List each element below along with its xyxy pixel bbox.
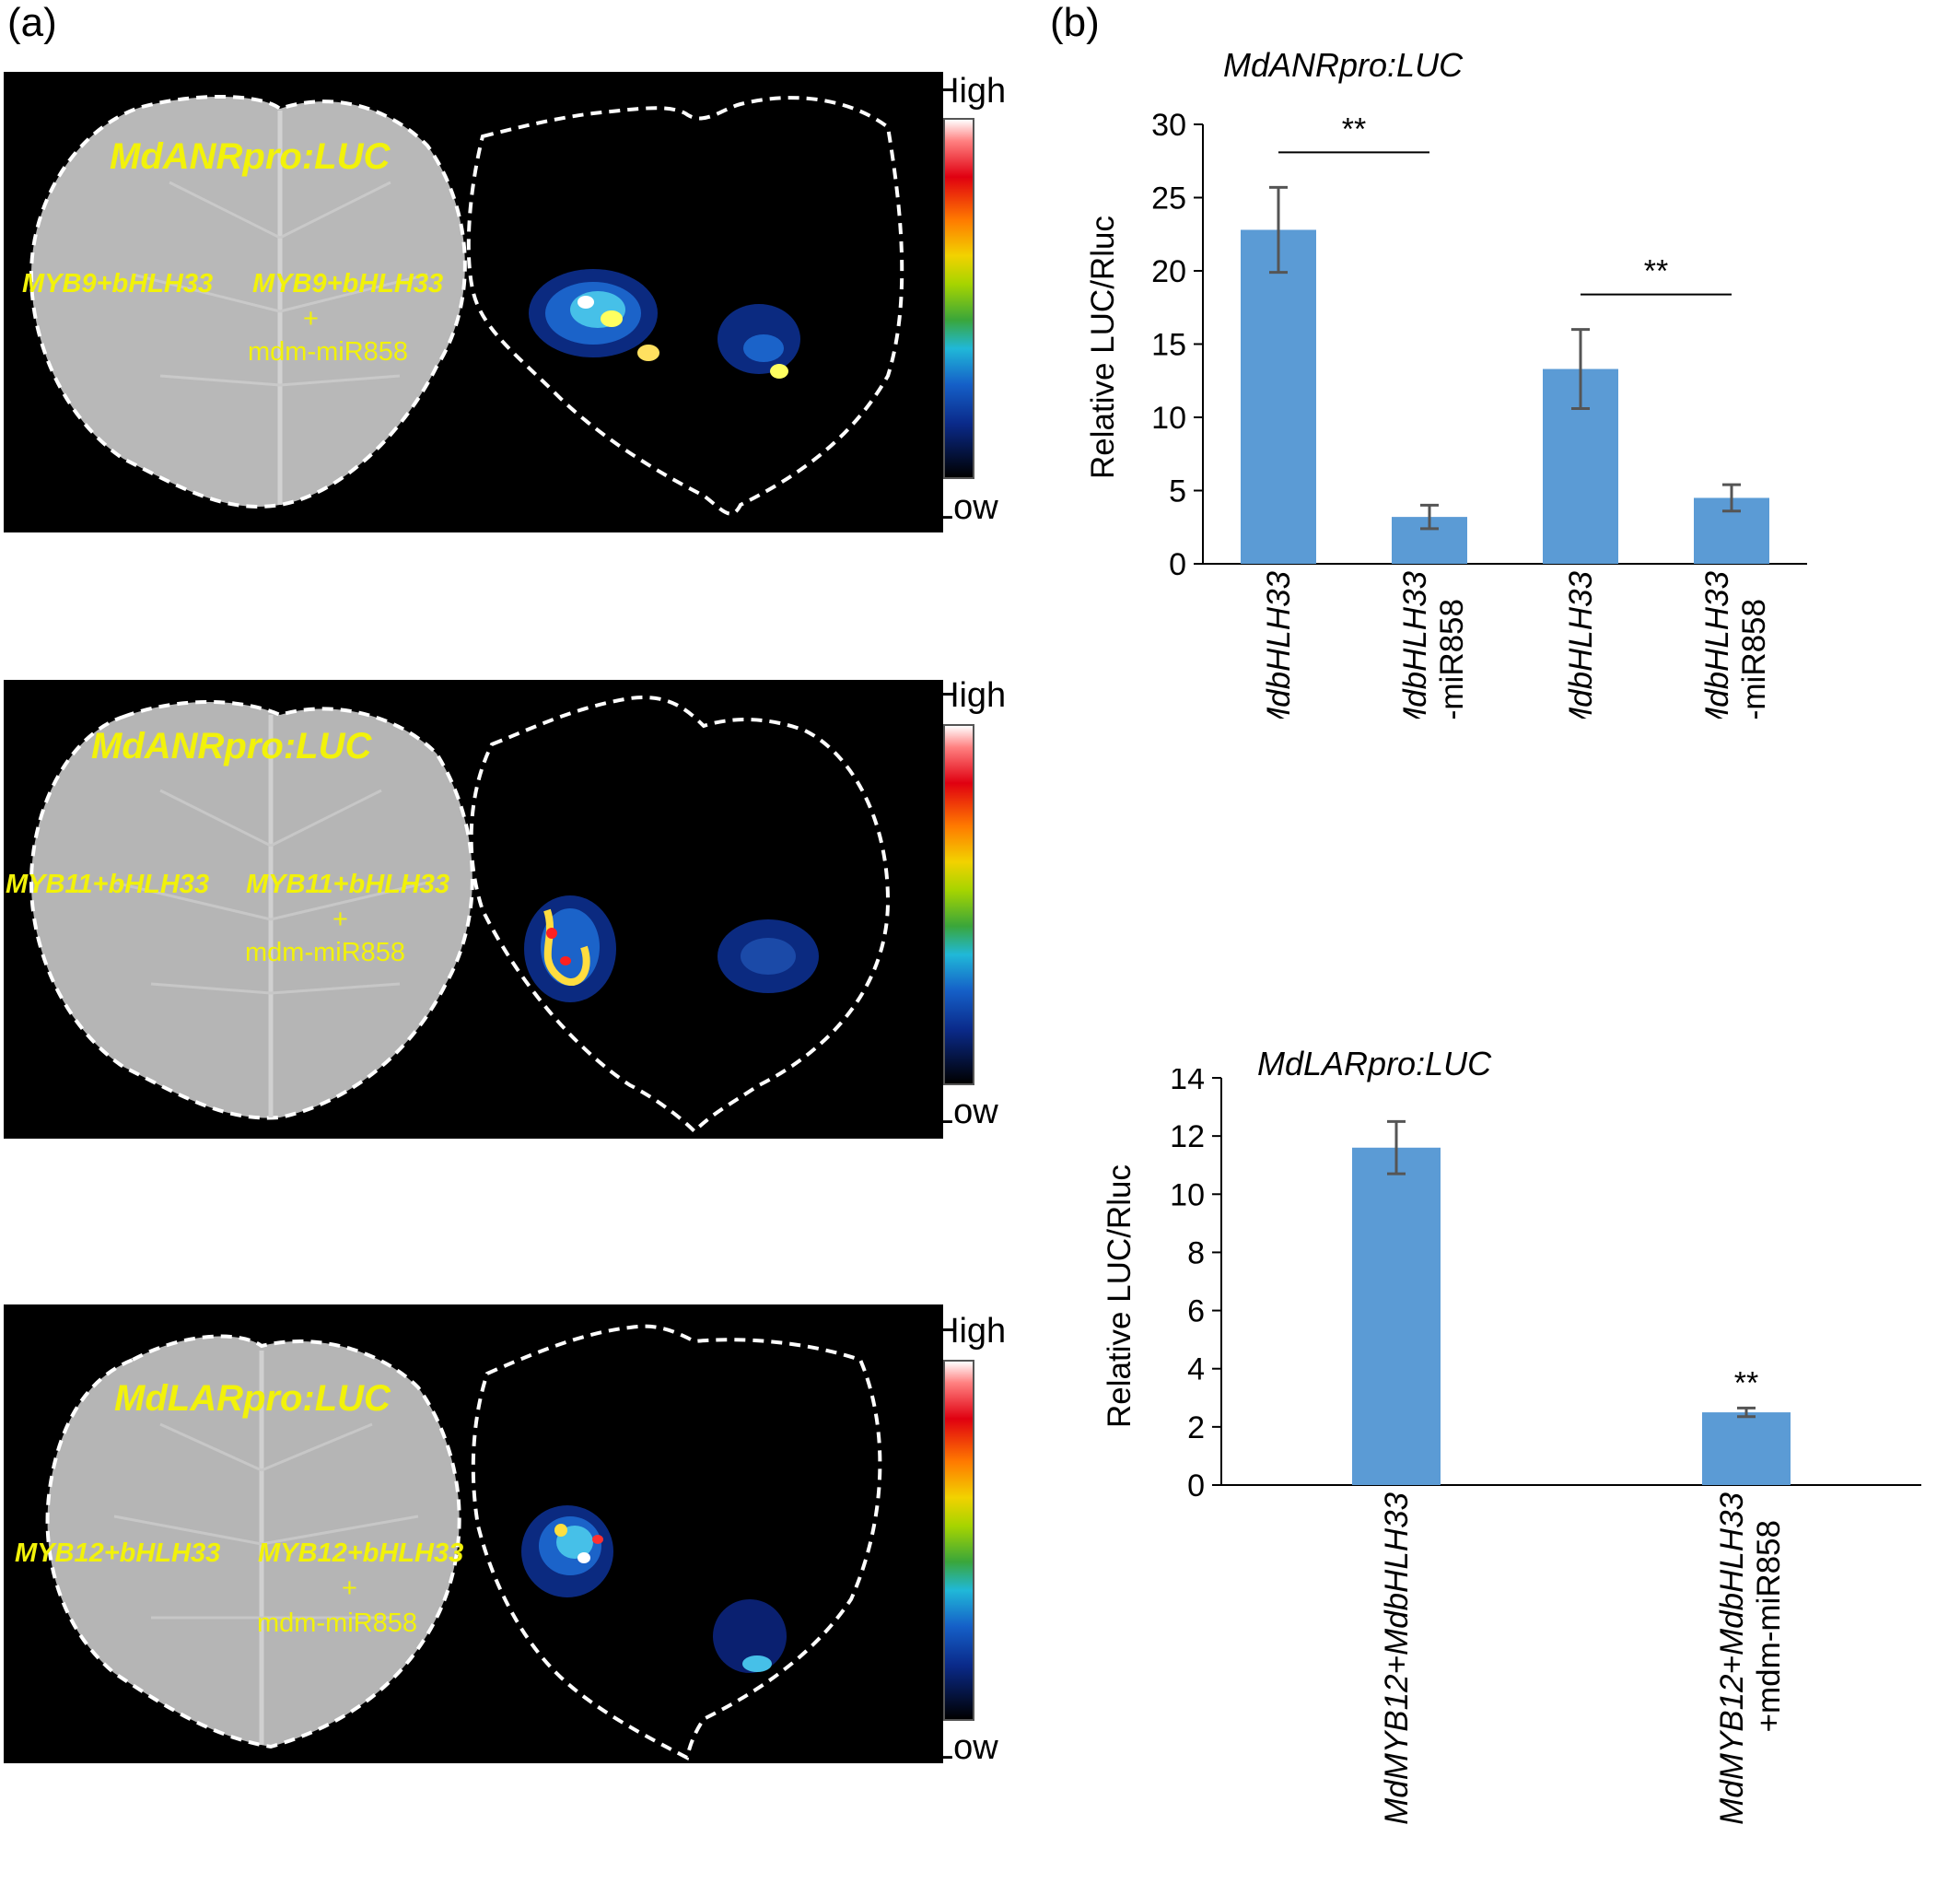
mirna-label: mdm-miR858 xyxy=(248,337,409,367)
category-label: MdMYB11+MdbHLH33 xyxy=(1563,570,1599,719)
panel-b-letter: (b) xyxy=(1050,0,1100,45)
chart-1: 051015202530MdMYB9+MdbHLH33MdMYB9+MdbHLH… xyxy=(1151,108,1807,719)
plus-sign: + xyxy=(332,905,348,934)
luminescence-spot-2 xyxy=(718,919,819,993)
y-tick-label: 14 xyxy=(1170,1069,1205,1096)
bar xyxy=(1352,1147,1441,1485)
luminescence-spot-2 xyxy=(718,304,800,379)
left-leaf-label: MYB11+bHLH33 xyxy=(6,870,210,899)
scale-high-label: High xyxy=(934,72,1007,111)
scale-high-label: High xyxy=(934,1312,1007,1351)
chart-2-title: MdLARpro:LUC xyxy=(1257,1045,1492,1082)
category-label: MdMYB9+MdbHLH33+mdm-miR858 xyxy=(1397,570,1470,719)
significance-label: ** xyxy=(1734,1365,1758,1400)
colorbar xyxy=(943,118,974,479)
category-label-line1: MdMYB12+MdbHLH33 xyxy=(1714,1491,1750,1824)
image-title: MdANRpro:LUC xyxy=(110,136,391,177)
left-leaf-label: MYB12+bHLH33 xyxy=(15,1538,221,1568)
colorbar xyxy=(943,1360,974,1721)
y-tick-label: 0 xyxy=(1187,1468,1205,1503)
y-tick-label: 0 xyxy=(1169,547,1186,582)
right-leaf-label: MYB12+bHLH33 xyxy=(258,1538,464,1568)
scale-low-label: Low xyxy=(934,1093,998,1131)
y-tick-label: 25 xyxy=(1151,181,1186,216)
luc-image-1: MdANRpro:LUC MYB9+bHLH33 MYB9+bHLH33 + m… xyxy=(4,72,943,532)
chart-1-title: MdANRpro:LUC xyxy=(1223,46,1464,84)
y-tick-label: 12 xyxy=(1170,1119,1205,1154)
y-tick-label: 4 xyxy=(1187,1352,1205,1387)
y-tick-label: 5 xyxy=(1169,474,1186,509)
luminescence-spot-1 xyxy=(521,1505,613,1597)
image-title: MdLARpro:LUC xyxy=(114,1378,391,1419)
bar xyxy=(1702,1412,1791,1485)
y-tick-label: 2 xyxy=(1187,1410,1205,1445)
right-leaf-label: MYB11+bHLH33 xyxy=(246,870,450,899)
left-leaf-label: MYB9+bHLH33 xyxy=(22,269,214,298)
category-label-line1: MdMYB11+MdbHLH33 xyxy=(1699,570,1735,719)
colorbar xyxy=(943,724,974,1085)
mirna-label: mdm-miR858 xyxy=(257,1608,418,1638)
bar xyxy=(1241,229,1316,565)
category-label: MdMYB12+MdbHLH33 xyxy=(1379,1491,1415,1824)
y-tick-label: 15 xyxy=(1151,328,1186,363)
scale-low-label: Low xyxy=(934,488,998,527)
y-tick-label: 10 xyxy=(1170,1177,1205,1212)
category-label: MdMYB9+MdbHLH33 xyxy=(1261,570,1297,719)
scale-low-label: Low xyxy=(934,1728,998,1767)
y-tick-label: 6 xyxy=(1187,1294,1205,1329)
category-label-line2: +mdm-miR858 xyxy=(1736,599,1772,719)
panel-a-letter: (a) xyxy=(7,0,57,45)
luminescence-spot-2 xyxy=(713,1599,787,1673)
category-label-line2: +mdm-miR858 xyxy=(1751,1520,1787,1732)
category-label: MdMYB11+MdbHLH33+mdm-miR858 xyxy=(1699,570,1772,719)
category-label-line1: MdMYB9+MdbHLH33 xyxy=(1397,570,1433,719)
luminescence-spot-1 xyxy=(529,269,659,361)
y-tick-label: 8 xyxy=(1187,1235,1205,1270)
luminescence-spot-1 xyxy=(524,895,616,1002)
significance-label: ** xyxy=(1342,111,1366,146)
category-label-line1: MdMYB11+MdbHLH33 xyxy=(1563,570,1599,719)
significance-label: ** xyxy=(1644,254,1668,289)
luc-image-2: MdANRpro:LUC MYB11+bHLH33 MYB11+bHLH33 +… xyxy=(4,680,943,1139)
y-tick-label: 20 xyxy=(1151,254,1186,289)
scale-high-label: High xyxy=(934,676,1007,715)
category-label-line1: MdMYB12+MdbHLH33 xyxy=(1379,1491,1415,1824)
y-tick-label: 30 xyxy=(1151,108,1186,143)
plus-sign: + xyxy=(303,304,319,333)
plus-sign: + xyxy=(342,1573,357,1603)
right-leaf-label: MYB9+bHLH33 xyxy=(252,269,444,298)
mirna-label: mdm-miR858 xyxy=(245,938,406,967)
y-tick-label: 10 xyxy=(1151,401,1186,436)
category-label-line2: +mdm-miR858 xyxy=(1434,599,1470,719)
category-label: MdMYB12+MdbHLH33 +mdm-miR858 xyxy=(1714,1491,1787,1824)
luc-image-3: MdLARpro:LUC MYB12+bHLH33 MYB12+bHLH33 +… xyxy=(4,1304,943,1763)
image-title: MdANRpro:LUC xyxy=(91,726,372,766)
leaf-image-1 xyxy=(29,94,904,516)
category-label-line1: MdMYB9+MdbHLH33 xyxy=(1261,570,1297,719)
